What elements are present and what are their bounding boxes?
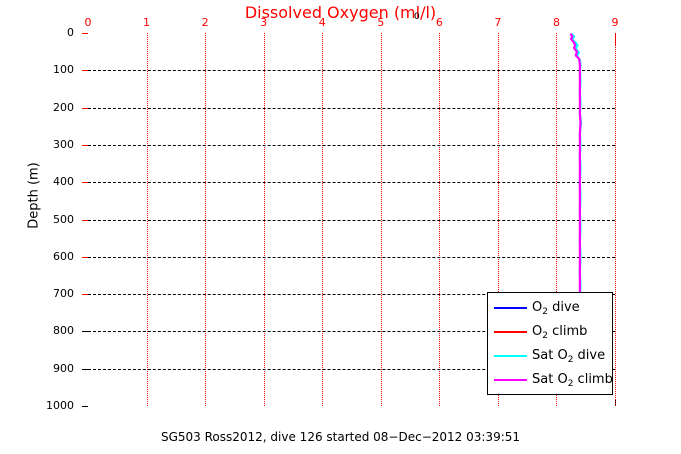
y-tick-500 (82, 219, 88, 221)
stray-tick-label: 0 (414, 12, 420, 22)
legend-box[interactable]: O2 dive O2 climb Sat O2 dive Sat O2 climb (487, 292, 613, 395)
y-tick-300 (82, 144, 88, 146)
h-gridline-400 (88, 182, 615, 184)
legend-entry-1[interactable]: O2 climb (492, 320, 608, 344)
y-tick-200 (82, 107, 88, 109)
x-tick-label-2: 2 (201, 16, 209, 29)
y-tick-label-1000: 1000 (46, 399, 74, 412)
x-tick-label-8: 8 (552, 16, 560, 29)
y-tick-400 (82, 182, 88, 184)
legend-swatch-1 (494, 331, 527, 333)
y-tick-label-500: 500 (53, 212, 74, 226)
h-gridline-800 (88, 331, 615, 333)
h-gridline-700 (88, 294, 615, 296)
legend-swatch-3 (494, 379, 527, 381)
h-gridline-900 (88, 368, 615, 370)
legend-label-0: O2 dive (532, 299, 580, 317)
y-tick-1000 (82, 406, 88, 407)
legend-swatch-0 (494, 307, 527, 309)
x-tick-label-4: 4 (318, 16, 326, 29)
y-tick-label-200: 200 (53, 100, 74, 114)
y-tick-label-600: 600 (53, 249, 74, 263)
y-tick-0 (82, 33, 88, 34)
v-gridline-9 (615, 33, 616, 406)
trace-sat-o-2-climb (569, 33, 582, 302)
y-tick-600 (82, 256, 88, 258)
trace-sat-o-2-dive (570, 33, 583, 300)
figure-caption: SG503 Ross2012, dive 126 started 08−Dec−… (160, 430, 521, 444)
y-tick-700 (82, 294, 88, 296)
h-gridline-300 (88, 144, 615, 146)
y-tick-label-400: 400 (53, 175, 74, 189)
legend-entry-0[interactable]: O2 dive (492, 296, 608, 320)
legend-entry-3[interactable]: Sat O2 climb (492, 368, 613, 392)
x-tick-label-3: 3 (260, 16, 268, 29)
legend-label-1: O2 climb (532, 323, 588, 341)
y-tick-label-900: 900 (53, 361, 74, 375)
y-tick-label-700: 700 (53, 287, 74, 301)
legend-swatch-2 (494, 355, 527, 357)
x-tick-label-5: 5 (377, 16, 385, 29)
h-gridline-200 (88, 107, 615, 109)
x-tick-label-9: 9 (611, 16, 619, 29)
y-tick-100 (82, 70, 88, 72)
y-tick-900 (82, 368, 88, 370)
y-tick-label-100: 100 (53, 63, 74, 77)
x-tick-label-0: 0 (84, 16, 92, 29)
legend-label-2: Sat O2 dive (532, 347, 606, 365)
chart-title: Dissolved Oxygen (ml/l) (244, 3, 437, 22)
x-tick-label-6: 6 (435, 16, 443, 29)
h-gridline-500 (88, 219, 615, 221)
y-tick-label-0: 0 (67, 26, 74, 39)
y-tick-800 (82, 331, 88, 333)
y-axis-label: Depth (m) (26, 162, 42, 229)
x-tick-label-1: 1 (143, 16, 151, 29)
h-gridline-100 (88, 70, 615, 72)
legend-label-3: Sat O2 climb (532, 371, 613, 389)
legend-entry-2[interactable]: Sat O2 dive (492, 344, 608, 368)
h-gridline-600 (88, 256, 615, 258)
y-tick-label-800: 800 (53, 324, 74, 338)
y-tick-label-300: 300 (53, 137, 74, 151)
x-tick-label-7: 7 (494, 16, 502, 29)
